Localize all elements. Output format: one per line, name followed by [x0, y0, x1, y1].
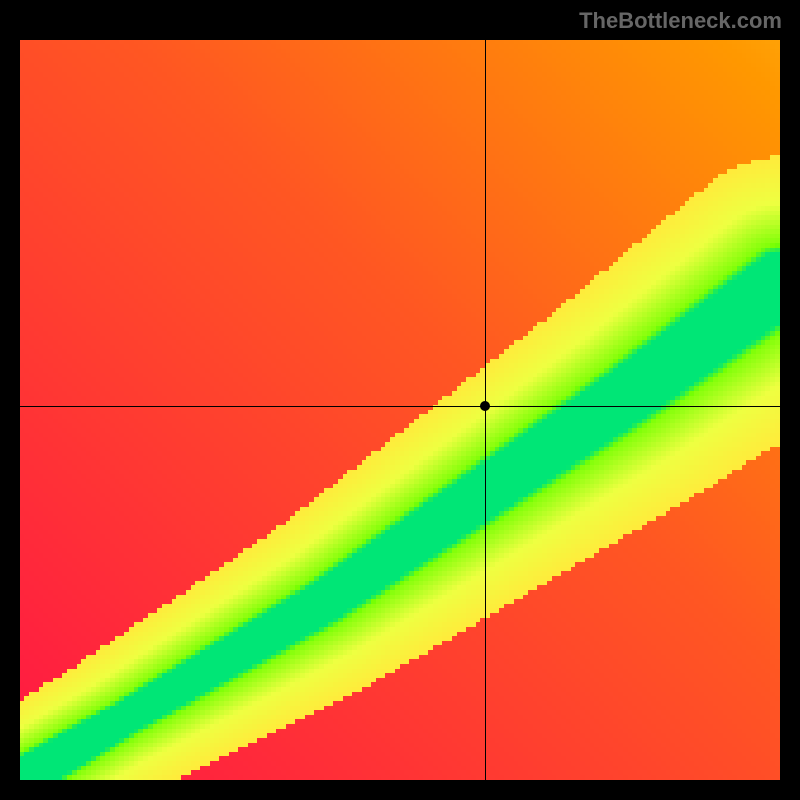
crosshair-marker — [480, 401, 490, 411]
chart-container: TheBottleneck.com — [0, 0, 800, 800]
crosshair-horizontal — [20, 406, 780, 407]
heatmap-canvas — [20, 40, 780, 780]
plot-area — [20, 40, 780, 780]
watermark-text: TheBottleneck.com — [579, 8, 782, 34]
